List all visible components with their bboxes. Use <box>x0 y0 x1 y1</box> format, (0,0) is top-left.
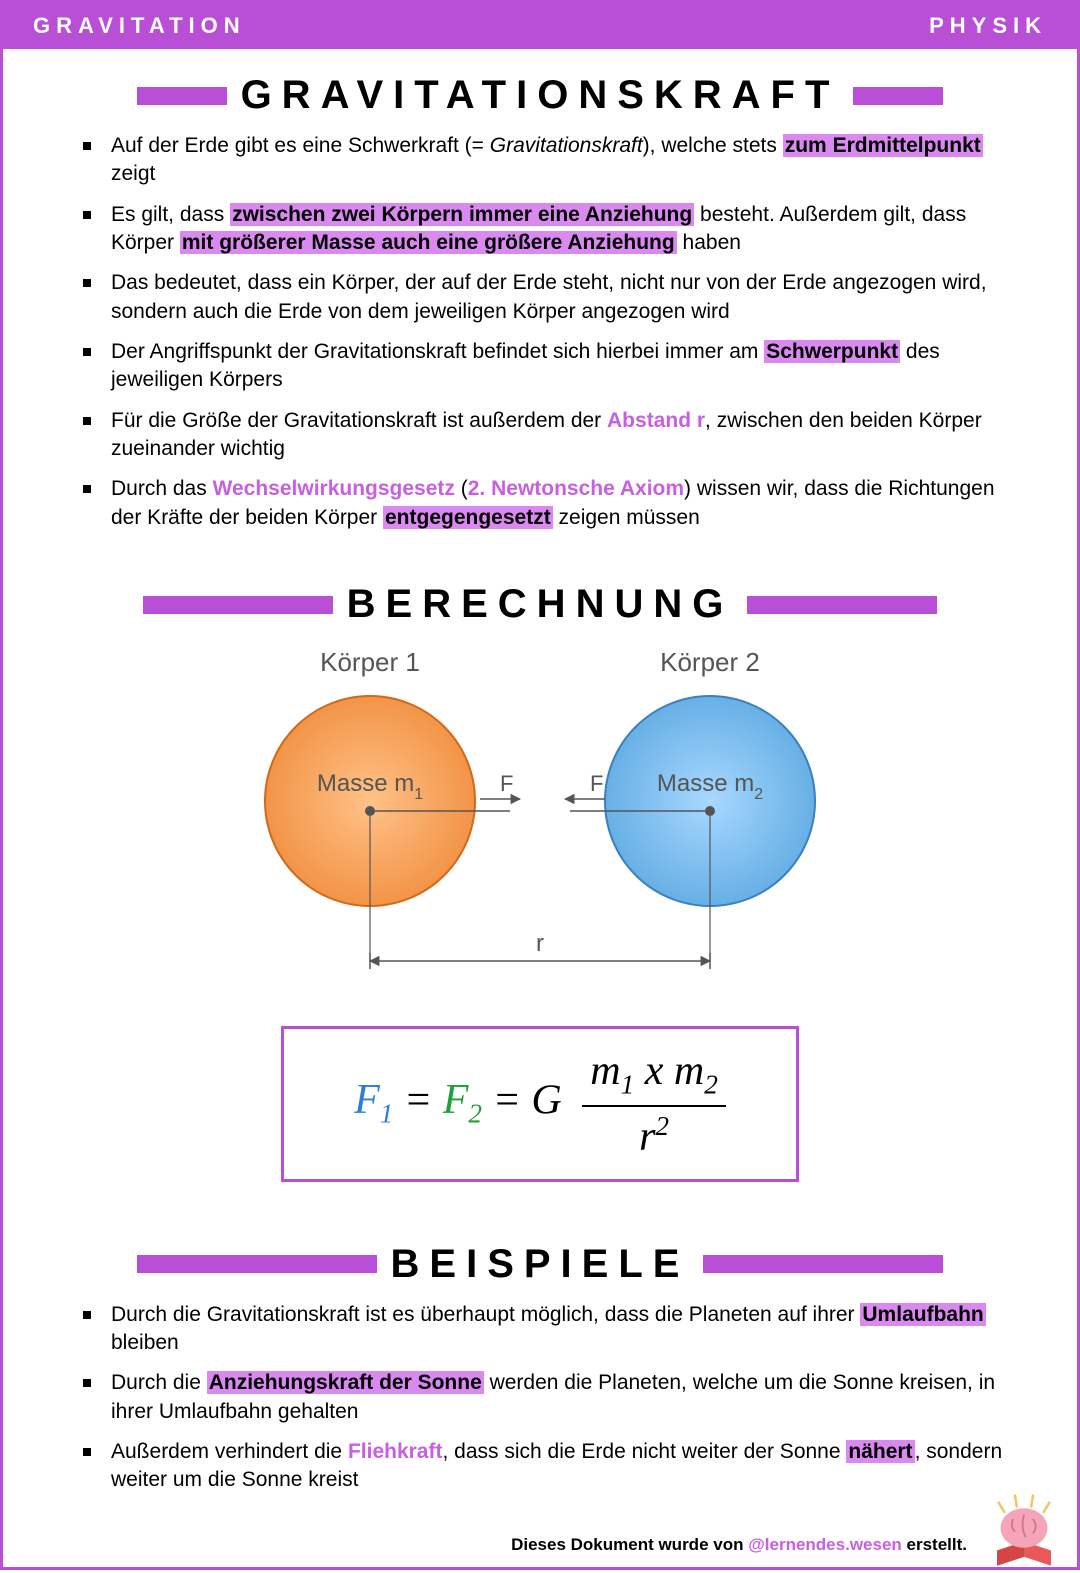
highlight: mit größerer Masse auch eine größere Anz… <box>180 231 677 254</box>
list-item: Außerdem verhindert die Fliehkraft, dass… <box>83 1438 1017 1495</box>
formula-f2: F2 <box>443 1077 482 1123</box>
pink-text: Fliehkraft <box>348 1440 443 1463</box>
list-item: Auf der Erde gibt es eine Schwerkraft (=… <box>83 132 1017 189</box>
pink-text: Wechselwirkungsgesetz <box>213 477 455 500</box>
section-title-1: GRAVITATIONSKRAFT <box>3 73 1077 118</box>
bar-left-icon <box>143 596 333 614</box>
pink-text: Abstand r <box>607 409 705 432</box>
bar-right-icon <box>747 596 937 614</box>
list-item: Der Angriffspunkt der Gravitationskraft … <box>83 338 1017 395</box>
force-label-2: F <box>590 771 603 796</box>
list-item: Durch die Gravitationskraft ist es überh… <box>83 1301 1017 1358</box>
formula: F1 = F2 = G m1 x m2r2 <box>281 1026 799 1181</box>
formula-container: F1 = F2 = G m1 x m2r2 <box>3 1006 1077 1211</box>
heading-berechnung: BERECHNUNG <box>347 582 734 627</box>
list-item: Durch das Wechselwirkungsgesetz (2. Newt… <box>83 475 1017 532</box>
bar-right-icon <box>703 1255 943 1273</box>
highlight: Umlaufbahn <box>860 1303 985 1326</box>
force-label-1: F <box>500 771 513 796</box>
section-title-2: BERECHNUNG <box>3 582 1077 627</box>
heading-gravitationskraft: GRAVITATIONSKRAFT <box>241 73 840 118</box>
list-item: Es gilt, dass zwischen zwei Körpern imme… <box>83 201 1017 258</box>
center2-dot <box>705 806 715 816</box>
highlight: nähert <box>846 1440 914 1463</box>
highlight: Anziehungskraft der Sonne <box>207 1371 484 1394</box>
heading-beispiele: BEISPIELE <box>391 1242 690 1287</box>
diagram: Körper 1 Körper 2 Masse m1 Masse m2 F F <box>3 641 1077 1211</box>
topbar-left: GRAVITATION <box>33 13 246 39</box>
footer-credit: Dieses Dokument wurde von @lernendes.wes… <box>511 1535 967 1555</box>
list-item: Das bedeutet, dass ein Körper, der auf d… <box>83 269 1017 326</box>
bar-right-icon <box>853 87 943 105</box>
label-body1: Körper 1 <box>320 647 420 677</box>
highlight: zwischen zwei Körpern immer eine Anziehu… <box>230 203 694 226</box>
formula-f1: F1 <box>354 1077 393 1123</box>
bullet-list-1: Auf der Erde gibt es eine Schwerkraft (=… <box>3 132 1077 532</box>
list-item: Für die Größe der Gravitationskraft ist … <box>83 407 1017 464</box>
topbar: GRAVITATION PHYSIK <box>3 3 1077 49</box>
label-body2: Körper 2 <box>660 647 760 677</box>
bar-left-icon <box>137 1255 377 1273</box>
bullet-list-3: Durch die Gravitationskraft ist es überh… <box>3 1301 1077 1495</box>
page: GRAVITATION PHYSIK GRAVITATIONSKRAFT Auf… <box>0 0 1080 1570</box>
highlight: entgegengesetzt <box>383 506 553 529</box>
section-title-3: BEISPIELE <box>3 1242 1077 1287</box>
bar-left-icon <box>137 87 227 105</box>
author-handle: @lernendes.wesen <box>748 1535 902 1554</box>
highlight: zum Erdmittelpunkt <box>783 134 983 157</box>
center1-dot <box>365 806 375 816</box>
list-item: Durch die Anziehungskraft der Sonne werd… <box>83 1369 1017 1426</box>
formula-fraction: m1 x m2r2 <box>582 1047 726 1160</box>
distance-label: r <box>536 930 544 957</box>
highlight: Schwerpunkt <box>764 340 900 363</box>
topbar-right: PHYSIK <box>929 13 1047 39</box>
pink-text: 2. Newtonsche Axiom <box>468 477 684 500</box>
brain-book-icon <box>979 1483 1069 1573</box>
two-body-diagram: Körper 1 Körper 2 Masse m1 Masse m2 F F <box>210 641 870 1001</box>
